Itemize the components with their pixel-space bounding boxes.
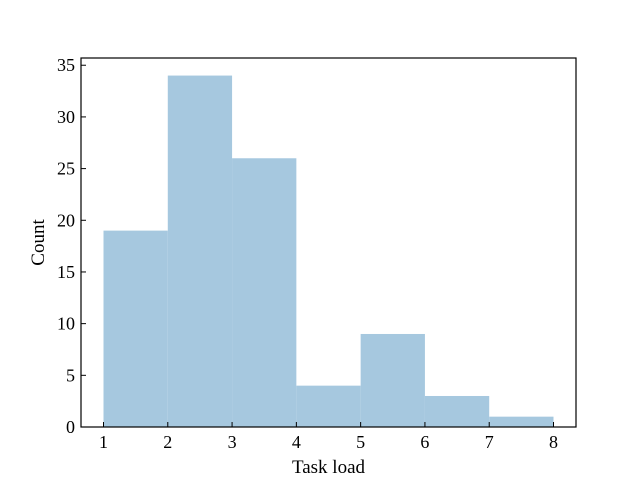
y-tick-label: 0: [66, 417, 75, 437]
histogram-bars: [103, 75, 554, 428]
x-tick-label: 3: [228, 432, 237, 452]
histogram-bar-7: [489, 416, 554, 427]
y-axis-ticks: 0 5 10 15 20 25 30 35: [57, 55, 86, 437]
histogram-bar-3: [232, 158, 297, 427]
histogram-bar-4: [296, 385, 361, 427]
x-axis-ticks: 1 2 3 4 5 6 7 8: [99, 422, 558, 452]
y-tick-label: 10: [57, 314, 75, 334]
histogram-bar-5: [360, 333, 425, 427]
histogram-bar-6: [424, 395, 490, 427]
x-tick-label: 6: [420, 432, 429, 452]
x-tick-label: 4: [292, 432, 301, 452]
x-tick-label: 8: [549, 432, 558, 452]
y-tick-label: 35: [57, 55, 75, 75]
x-tick-label: 2: [163, 432, 172, 452]
x-tick-label: 5: [356, 432, 365, 452]
histogram-bar-2: [167, 75, 233, 428]
x-axis-label: Task load: [292, 457, 366, 478]
y-tick-label: 5: [66, 365, 75, 385]
y-tick-label: 30: [57, 107, 75, 127]
histogram-bar-1: [103, 230, 168, 427]
x-tick-label: 7: [485, 432, 494, 452]
y-tick-label: 15: [57, 262, 75, 282]
y-tick-label: 25: [57, 159, 75, 179]
x-tick-label: 1: [99, 432, 108, 452]
plot-frame: [80, 57, 577, 428]
y-axis-label: Count: [28, 219, 49, 266]
y-tick-label: 20: [57, 210, 75, 230]
